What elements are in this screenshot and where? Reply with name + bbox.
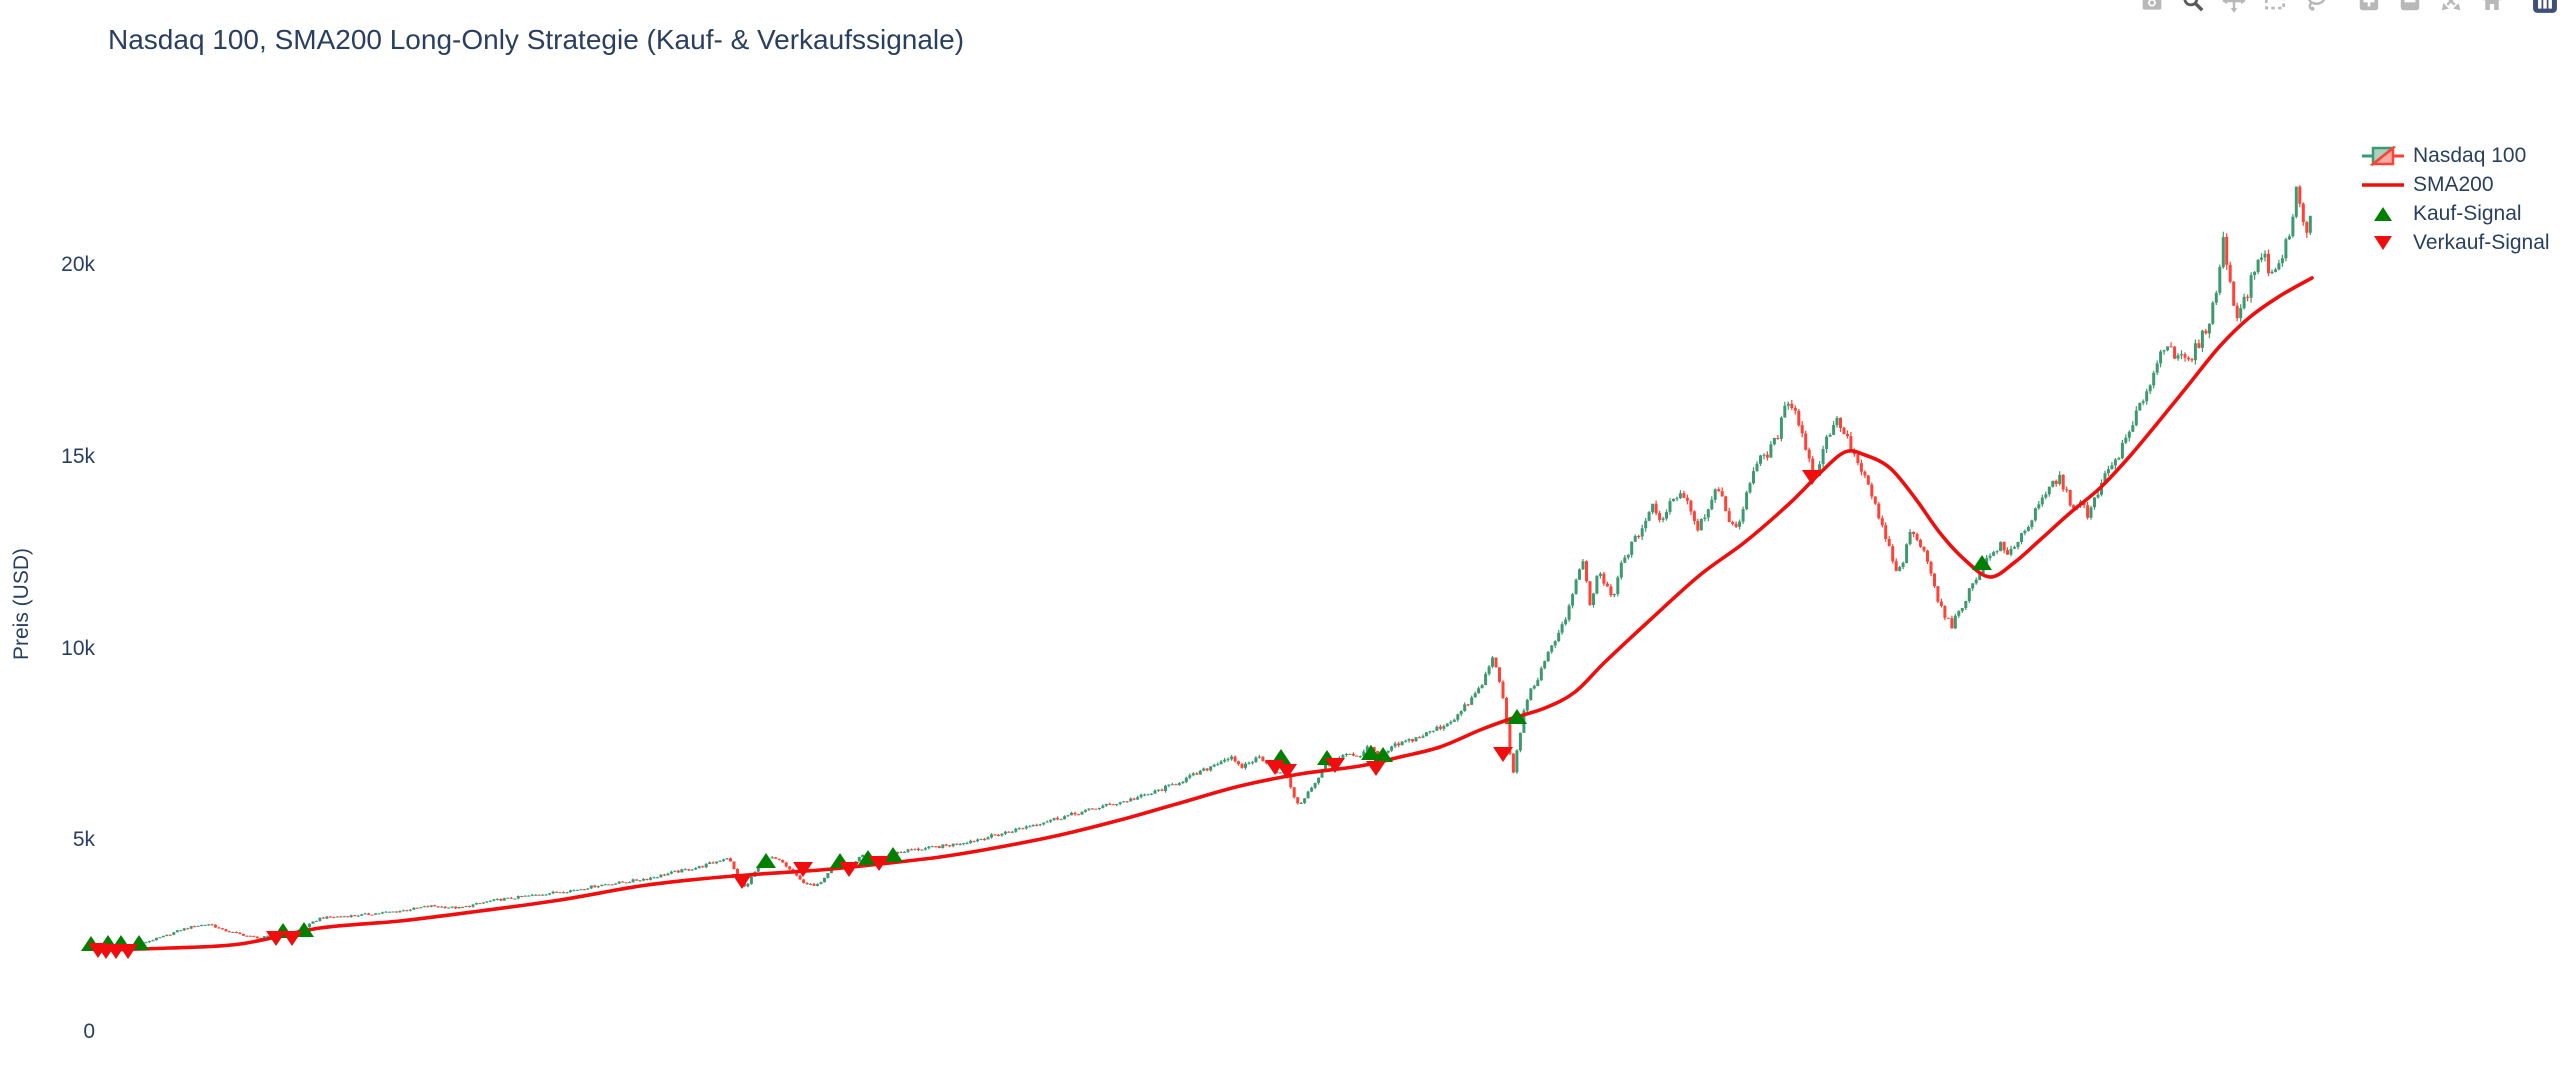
zoom-tool-button[interactable] (2180, 0, 2206, 14)
y-tick-label: 15k (61, 444, 95, 468)
pan-icon (2222, 0, 2246, 13)
plotly-logo-button[interactable] (2532, 0, 2558, 14)
triangle-up-legend-icon (2374, 206, 2392, 221)
lasso-select-button[interactable] (2303, 0, 2329, 14)
home-icon (2485, 0, 2499, 10)
magnifier-icon (2183, 0, 2204, 11)
sma-line (98, 276, 2314, 952)
legend-item-nasdaq-100[interactable]: Nasdaq 100 (2362, 141, 2550, 170)
modebar (2124, 0, 2558, 14)
y-tick-label: 10k (61, 636, 95, 660)
candlestick-legend-icon (2362, 144, 2404, 167)
legend-item-sma200[interactable]: SMA200 (2362, 170, 2550, 199)
chart-title: Nasdaq 100, SMA200 Long-Only Strategie (… (108, 24, 965, 55)
y-tick-label: 20k (61, 253, 95, 276)
y-tick-label: 5k (72, 828, 95, 852)
reset-axes-button[interactable] (2479, 0, 2505, 14)
autoscale-icon (2441, 0, 2461, 10)
box-select-button[interactable] (2262, 0, 2288, 14)
pan-tool-button[interactable] (2221, 0, 2247, 14)
legend-label: Verkauf-Signal (2413, 230, 2550, 254)
triangle-down-legend-icon (2374, 235, 2392, 250)
legend-label: SMA200 (2413, 172, 2494, 196)
camera-icon (2142, 0, 2162, 10)
legend-item-verkauf-signal[interactable]: Verkauf-Signal (2362, 228, 2550, 257)
buy-signal-markers (81, 555, 1992, 951)
zoom-out-icon (2400, 0, 2420, 10)
zoom-in-button[interactable] (2356, 0, 2382, 14)
plotly-logo (2533, 0, 2557, 13)
zoom-in-icon (2359, 0, 2379, 10)
download-plot-button[interactable] (2139, 0, 2165, 14)
legend: Nasdaq 100 SMA200 Kauf-Signal Verkauf-Si… (2362, 141, 2550, 257)
line-legend-icon (2362, 182, 2404, 187)
legend-label: Kauf-Signal (2413, 201, 2522, 225)
legend-label: Nasdaq 100 (2413, 143, 2527, 167)
zoom-out-button[interactable] (2397, 0, 2423, 14)
box-select-icon (2265, 0, 2285, 9)
autoscale-button[interactable] (2438, 0, 2464, 14)
sell-signal-markers (88, 470, 1822, 959)
y-tick-label: 0 (83, 1020, 95, 1043)
legend-item-kauf-signal[interactable]: Kauf-Signal (2362, 199, 2550, 228)
lasso-icon (2308, 0, 2325, 11)
